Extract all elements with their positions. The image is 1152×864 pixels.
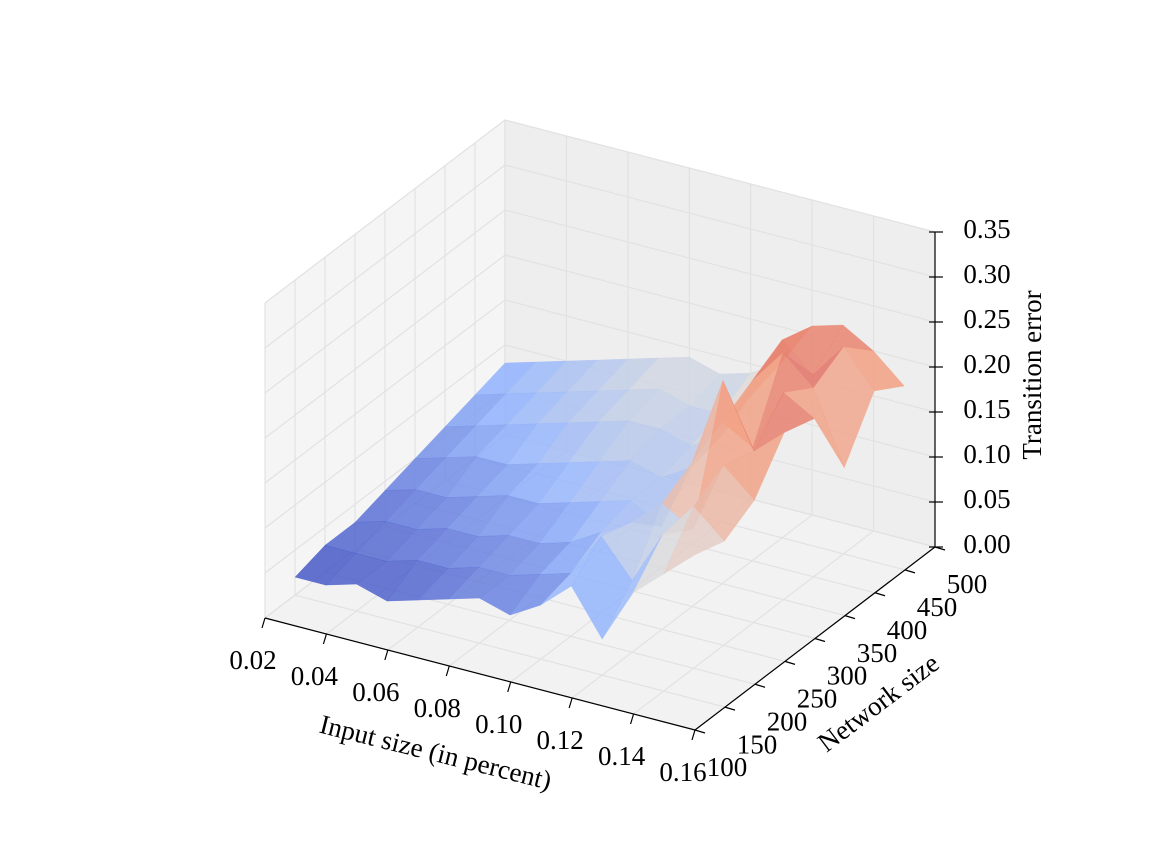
x-tick <box>629 713 635 725</box>
y-tick-label: 100 <box>707 752 748 782</box>
y-tick <box>724 706 736 711</box>
x-tick-label: 0.16 <box>659 757 706 787</box>
x-tick-label: 0.12 <box>537 725 584 755</box>
y-tick <box>694 729 706 734</box>
x-tick-label: 0.14 <box>598 741 646 771</box>
y-tick <box>754 683 766 688</box>
x-tick <box>507 681 512 693</box>
y-tick-label: 400 <box>887 615 928 645</box>
z-tick-label: 0.15 <box>963 394 1010 424</box>
x-tick <box>384 649 389 661</box>
axes: 0.02 0.04 0.06 0.08 0.10 0.12 0.14 0.16 10015020… <box>229 214 1010 787</box>
z-tick-label: 0.35 <box>963 214 1010 244</box>
y-tick-label: 300 <box>827 661 868 691</box>
x-tick <box>445 665 450 677</box>
z-tick-label: 0.20 <box>963 349 1010 379</box>
y-tick-label: 150 <box>737 729 778 759</box>
z-tick-label: 0.30 <box>963 259 1010 289</box>
y-tick <box>874 592 886 597</box>
z-tick-label: 0.10 <box>963 439 1010 469</box>
x-tick <box>691 729 696 741</box>
grid-line <box>264 209 936 394</box>
x-tick-label: 0.06 <box>352 677 399 707</box>
y-tick <box>784 660 796 665</box>
y-tick-label: 450 <box>917 592 958 622</box>
grid-line <box>264 119 936 304</box>
surface <box>294 324 905 640</box>
z-tick-label: 0.25 <box>963 304 1010 334</box>
x-tick-label: 0.10 <box>475 709 522 739</box>
y-tick-label: 200 <box>767 706 808 736</box>
y-tick <box>844 615 856 620</box>
surface-face <box>663 505 725 575</box>
y-tick-label: 500 <box>947 569 988 599</box>
z-tick-label: 0.00 <box>963 529 1010 559</box>
x-tick-label: 0.04 <box>291 661 339 691</box>
x-tick <box>568 697 573 709</box>
z-axis-label: Transition error <box>1017 290 1047 459</box>
x-tick <box>322 633 328 645</box>
x-tick-label: 0.02 <box>229 645 276 675</box>
x-tick-label: 0.08 <box>414 693 461 723</box>
y-tick-label: 350 <box>857 638 898 668</box>
grid-line <box>264 254 936 439</box>
y-tick <box>904 569 916 574</box>
z-tick-label: 0.05 <box>963 484 1010 514</box>
y-tick <box>814 637 826 643</box>
x-axis-line <box>264 617 696 731</box>
grid-line <box>264 164 936 349</box>
y-tick-label: 250 <box>797 684 838 714</box>
x-tick <box>261 617 266 629</box>
